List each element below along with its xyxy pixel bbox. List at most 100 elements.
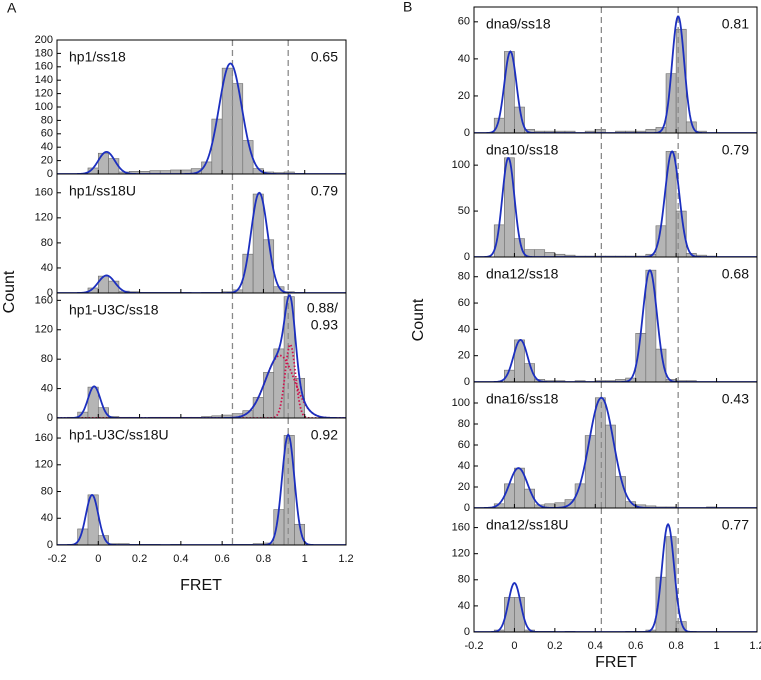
bar — [504, 483, 515, 508]
bar — [665, 536, 677, 632]
y-tick-label: 40 — [41, 382, 53, 394]
y-tick-label: 80 — [41, 237, 53, 249]
y-axis-label: Count — [1, 270, 18, 313]
y-tick-label: 0 — [464, 626, 470, 638]
annotation: 0.79 — [722, 142, 749, 158]
x-tick-label: 0.6 — [214, 553, 229, 565]
y-tick-label: 60 — [458, 439, 470, 451]
y-tick-label: 0 — [47, 287, 53, 299]
panel-title: dna12/ss18U — [486, 517, 569, 533]
y-tick-label: 80 — [41, 485, 53, 497]
panel-label: A — [7, 0, 17, 16]
y-tick-label: 160 — [452, 521, 470, 533]
panel — [57, 40, 346, 174]
fit-curve — [57, 433, 346, 545]
panel-title: dna12/ss18 — [486, 266, 559, 282]
x-tick-label: 0.8 — [668, 640, 683, 652]
y-tick-label: 80 — [458, 271, 470, 283]
y-tick-label: 120 — [35, 324, 53, 336]
fit-curve — [474, 15, 757, 133]
x-tick-label: 0.6 — [628, 640, 643, 652]
panel-title: hp1/ss18U — [69, 183, 136, 199]
y-tick-label: 20 — [458, 90, 470, 102]
y-tick-label: 0 — [464, 127, 470, 139]
annotation: 0.93 — [311, 317, 338, 333]
y-tick-label: 160 — [35, 61, 53, 73]
panel-title: dna16/ss18 — [486, 391, 559, 407]
y-tick-label: 60 — [41, 128, 53, 140]
y-tick-label: 40 — [41, 262, 53, 274]
x-tick-label: -0.2 — [465, 640, 484, 652]
bar — [594, 397, 606, 508]
fit-curve — [57, 191, 346, 293]
annotation: 0.65 — [311, 49, 338, 65]
y-tick-label: 100 — [452, 397, 470, 409]
bar — [283, 171, 295, 174]
annotation: 0.68 — [722, 266, 749, 282]
y-tick-label: 80 — [41, 353, 53, 365]
fit-curve — [474, 150, 757, 257]
bar — [534, 249, 546, 257]
y-tick-label: 140 — [35, 74, 53, 86]
x-tick-label: 1.2 — [338, 553, 353, 565]
y-tick-label: 40 — [41, 141, 53, 153]
panel-title: hp1-U3C/ss18U — [69, 427, 169, 443]
y-tick-label: 80 — [41, 114, 53, 126]
panel-title: dna10/ss18 — [486, 142, 559, 158]
y-tick-label: 0 — [47, 539, 53, 551]
bar — [97, 152, 109, 174]
x-tick-label: 0.2 — [547, 640, 562, 652]
y-tick-label: 160 — [35, 294, 53, 306]
x-axis-label: FRET — [180, 577, 222, 594]
y-tick-label: 20 — [458, 481, 470, 493]
x-tick-label: 0 — [511, 640, 517, 652]
annotation: 0.77 — [722, 517, 749, 533]
y-tick-label: 40 — [458, 600, 470, 612]
y-tick-label: 120 — [35, 459, 53, 471]
y-tick-label: 20 — [41, 155, 53, 167]
x-tick-label: -0.2 — [48, 553, 67, 565]
y-tick-label: 160 — [35, 187, 53, 199]
bar — [584, 435, 596, 508]
y-tick-label: 120 — [452, 548, 470, 560]
frame — [473, 507, 758, 633]
y-tick-label: 40 — [458, 323, 470, 335]
y-tick-label: 100 — [35, 101, 53, 113]
x-axis-label: FRET — [595, 654, 637, 671]
x-tick-label: 0.8 — [256, 553, 271, 565]
y-tick-label: 100 — [452, 159, 470, 171]
bar — [504, 51, 515, 133]
annotation: 0.79 — [311, 183, 338, 199]
y-tick-label: 20 — [458, 350, 470, 362]
annotation: 0.43 — [722, 391, 749, 407]
x-tick-label: 1 — [714, 640, 720, 652]
frame — [56, 417, 347, 546]
y-tick-label: 0 — [47, 412, 53, 424]
annotation: 0.92 — [311, 427, 338, 443]
bar — [108, 158, 120, 174]
y-tick-label: 0 — [464, 502, 470, 514]
x-tick-label: 1 — [302, 553, 308, 565]
y-tick-label: 0 — [464, 251, 470, 263]
y-tick-label: 40 — [458, 53, 470, 65]
y-tick-label: 60 — [458, 16, 470, 28]
panel-title: dna9/ss18 — [486, 16, 551, 32]
y-tick-label: 0 — [47, 168, 53, 180]
y-tick-label: 40 — [458, 460, 470, 472]
y-tick-label: 0 — [464, 376, 470, 388]
y-tick-label: 50 — [458, 205, 470, 217]
y-tick-label: 80 — [458, 418, 470, 430]
y-tick-label: 40 — [41, 512, 53, 524]
annotation: 0.81 — [722, 16, 749, 32]
bar — [564, 130, 576, 133]
x-tick-label: 1.2 — [749, 640, 761, 652]
fit-curve — [57, 62, 346, 174]
bar — [108, 280, 120, 293]
bar — [97, 275, 109, 293]
panel-title: hp1-U3C/ss18 — [69, 302, 159, 318]
fit-component — [57, 354, 346, 418]
annotation: 0.88/ — [307, 300, 338, 316]
x-tick-label: 0.4 — [173, 553, 188, 565]
bar — [87, 494, 99, 545]
bar — [605, 424, 616, 508]
